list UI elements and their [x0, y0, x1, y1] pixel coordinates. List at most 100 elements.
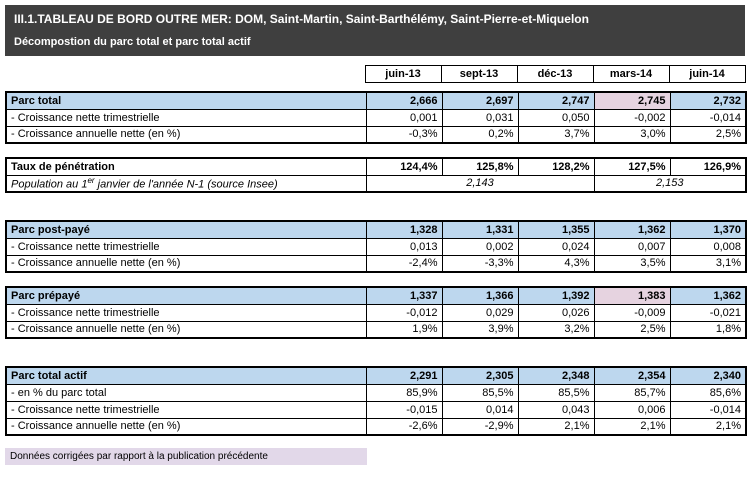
cell-value: 128,2%	[517, 157, 595, 176]
cell-value: -3,3%	[441, 254, 519, 273]
cell-value: 2,1%	[517, 417, 595, 436]
cell-value: -0,014	[669, 108, 747, 127]
cell-value: 2,291	[365, 366, 443, 385]
cell-value: 3,7%	[517, 125, 595, 144]
column-header-mars-14: mars-14	[592, 65, 670, 83]
cell-value: 2,340	[669, 366, 747, 385]
row-label: - Croissance annuelle nette (en %)	[5, 320, 367, 339]
cell-value-corrected: 1,383	[593, 286, 671, 305]
table-row: Parc total actif 2,291 2,305 2,348 2,354…	[5, 366, 747, 385]
cell-value: 2,697	[441, 91, 519, 110]
table-row: Parc total 2,666 2,697 2,747 2,745 2,732	[5, 91, 747, 110]
cell-value: 1,362	[593, 220, 671, 239]
cell-value: 0,001	[365, 108, 443, 127]
cell-value-corrected: 2,745	[593, 91, 671, 110]
table-row: Parc post-payé 1,328 1,331 1,355 1,362 1…	[5, 220, 747, 239]
title-bar: III.1.TABLEAU DE BORD OUTRE MER: DOM, Sa…	[5, 5, 745, 56]
cell-value: 1,328	[365, 220, 443, 239]
page-subtitle: Décompostion du parc total et parc total…	[14, 36, 251, 48]
cell-value: -2,9%	[441, 417, 519, 436]
cell-value: -0,012	[365, 303, 443, 322]
cell-value: 1,355	[517, 220, 595, 239]
cell-value: 85,7%	[593, 383, 671, 402]
table-row: - Croissance annuelle nette (en %) -0,3%…	[5, 125, 747, 144]
population-label-suffix: janvier de l'année N-1 (source Insee)	[94, 178, 278, 191]
cell-value: 2,305	[441, 366, 519, 385]
cell-value: -2,4%	[365, 254, 443, 273]
row-label: - Croissance nette trimestrielle	[5, 237, 367, 256]
row-label: - Croissance annuelle nette (en %)	[5, 125, 367, 144]
row-label: - Croissance nette trimestrielle	[5, 108, 367, 127]
cell-value: 1,370	[669, 220, 747, 239]
cell-value: 0,013	[365, 237, 443, 256]
cell-value: 2,5%	[669, 125, 747, 144]
cell-value: 126,9%	[669, 157, 747, 176]
cell-value: 85,5%	[441, 383, 519, 402]
cell-value: 1,8%	[669, 320, 747, 339]
table-row: - Croissance nette trimestrielle -0,015 …	[5, 400, 747, 419]
row-label: - Croissance annuelle nette (en %)	[5, 254, 367, 273]
cell-value: 1,366	[441, 286, 519, 305]
cell-value: 0,043	[517, 400, 595, 419]
cell-value: 2,732	[669, 91, 747, 110]
cell-value: 1,392	[517, 286, 595, 305]
cell-value: 125,8%	[441, 157, 519, 176]
table-row: - Croissance annuelle nette (en %) -2,6%…	[5, 417, 747, 436]
table-row: - Croissance nette trimestrielle -0,012 …	[5, 303, 747, 322]
cell-value: 2,666	[365, 91, 443, 110]
cell-value: -0,009	[593, 303, 671, 322]
cell-value: 0,026	[517, 303, 595, 322]
cell-value: 85,6%	[669, 383, 747, 402]
cell-value: 3,0%	[593, 125, 671, 144]
column-header-spacer	[5, 66, 365, 83]
cell-value: 0,029	[441, 303, 519, 322]
cell-value: 2,354	[593, 366, 671, 385]
cell-value: 0,024	[517, 237, 595, 256]
row-label: - Croissance annuelle nette (en %)	[5, 417, 367, 436]
cell-value: 3,2%	[517, 320, 595, 339]
cell-value: 2,348	[517, 366, 595, 385]
row-label: - Croissance nette trimestrielle	[5, 400, 367, 419]
report-page: III.1.TABLEAU DE BORD OUTRE MER: DOM, Sa…	[5, 5, 747, 465]
cell-value: 2,1%	[593, 417, 671, 436]
column-header-sept-13: sept-13	[440, 65, 518, 83]
corrected-data-footnote: Données corrigées par rapport à la publi…	[5, 448, 367, 465]
cell-value: -0,002	[593, 108, 671, 127]
row-label: Parc prépayé	[5, 286, 367, 305]
cell-value: 2,1%	[669, 417, 747, 436]
table-row: juin-13 sept-13 déc-13 mars-14 juin-14	[5, 65, 746, 83]
cell-value: 1,9%	[365, 320, 443, 339]
row-label: Parc total	[5, 91, 367, 110]
row-label-population: Population au 1er janvier de l'année N-1…	[5, 174, 367, 193]
table-row: - Croissance annuelle nette (en %) -2,4%…	[5, 254, 747, 273]
parc-total-actif-table: Parc total actif 2,291 2,305 2,348 2,354…	[5, 366, 747, 436]
table-row: Taux de pénétration 124,4% 125,8% 128,2%…	[5, 157, 747, 176]
parc-post-paye-table: Parc post-payé 1,328 1,331 1,355 1,362 1…	[5, 220, 747, 273]
cell-value: -0,014	[669, 400, 747, 419]
cell-value: 124,4%	[365, 157, 443, 176]
cell-value: 1,362	[669, 286, 747, 305]
cell-value: 3,9%	[441, 320, 519, 339]
cell-value: 4,3%	[517, 254, 595, 273]
parc-prepaye-table: Parc prépayé 1,337 1,366 1,392 1,383 1,3…	[5, 286, 747, 339]
cell-value: 85,9%	[365, 383, 443, 402]
cell-value: 0,014	[441, 400, 519, 419]
table-row: - Croissance annuelle nette (en %) 1,9% …	[5, 320, 747, 339]
cell-value: -0,3%	[365, 125, 443, 144]
cell-value: 0,002	[441, 237, 519, 256]
cell-value: -0,015	[365, 400, 443, 419]
table-row: - Croissance nette trimestrielle 0,013 0…	[5, 237, 747, 256]
cell-value: 0,008	[669, 237, 747, 256]
cell-value: 0,2%	[441, 125, 519, 144]
cell-value: 1,337	[365, 286, 443, 305]
taux-penetration-table: Taux de pénétration 124,4% 125,8% 128,2%…	[5, 157, 747, 193]
cell-value: 0,007	[593, 237, 671, 256]
parc-total-table: Parc total 2,666 2,697 2,747 2,745 2,732…	[5, 91, 747, 144]
row-label: - Croissance nette trimestrielle	[5, 303, 367, 322]
cell-value-population-2014: 2,153	[593, 174, 747, 193]
row-label: Parc total actif	[5, 366, 367, 385]
cell-value: 1,331	[441, 220, 519, 239]
cell-value: 3,5%	[593, 254, 671, 273]
table-row: Population au 1er janvier de l'année N-1…	[5, 174, 747, 193]
population-label-prefix: Population au 1	[11, 178, 88, 191]
